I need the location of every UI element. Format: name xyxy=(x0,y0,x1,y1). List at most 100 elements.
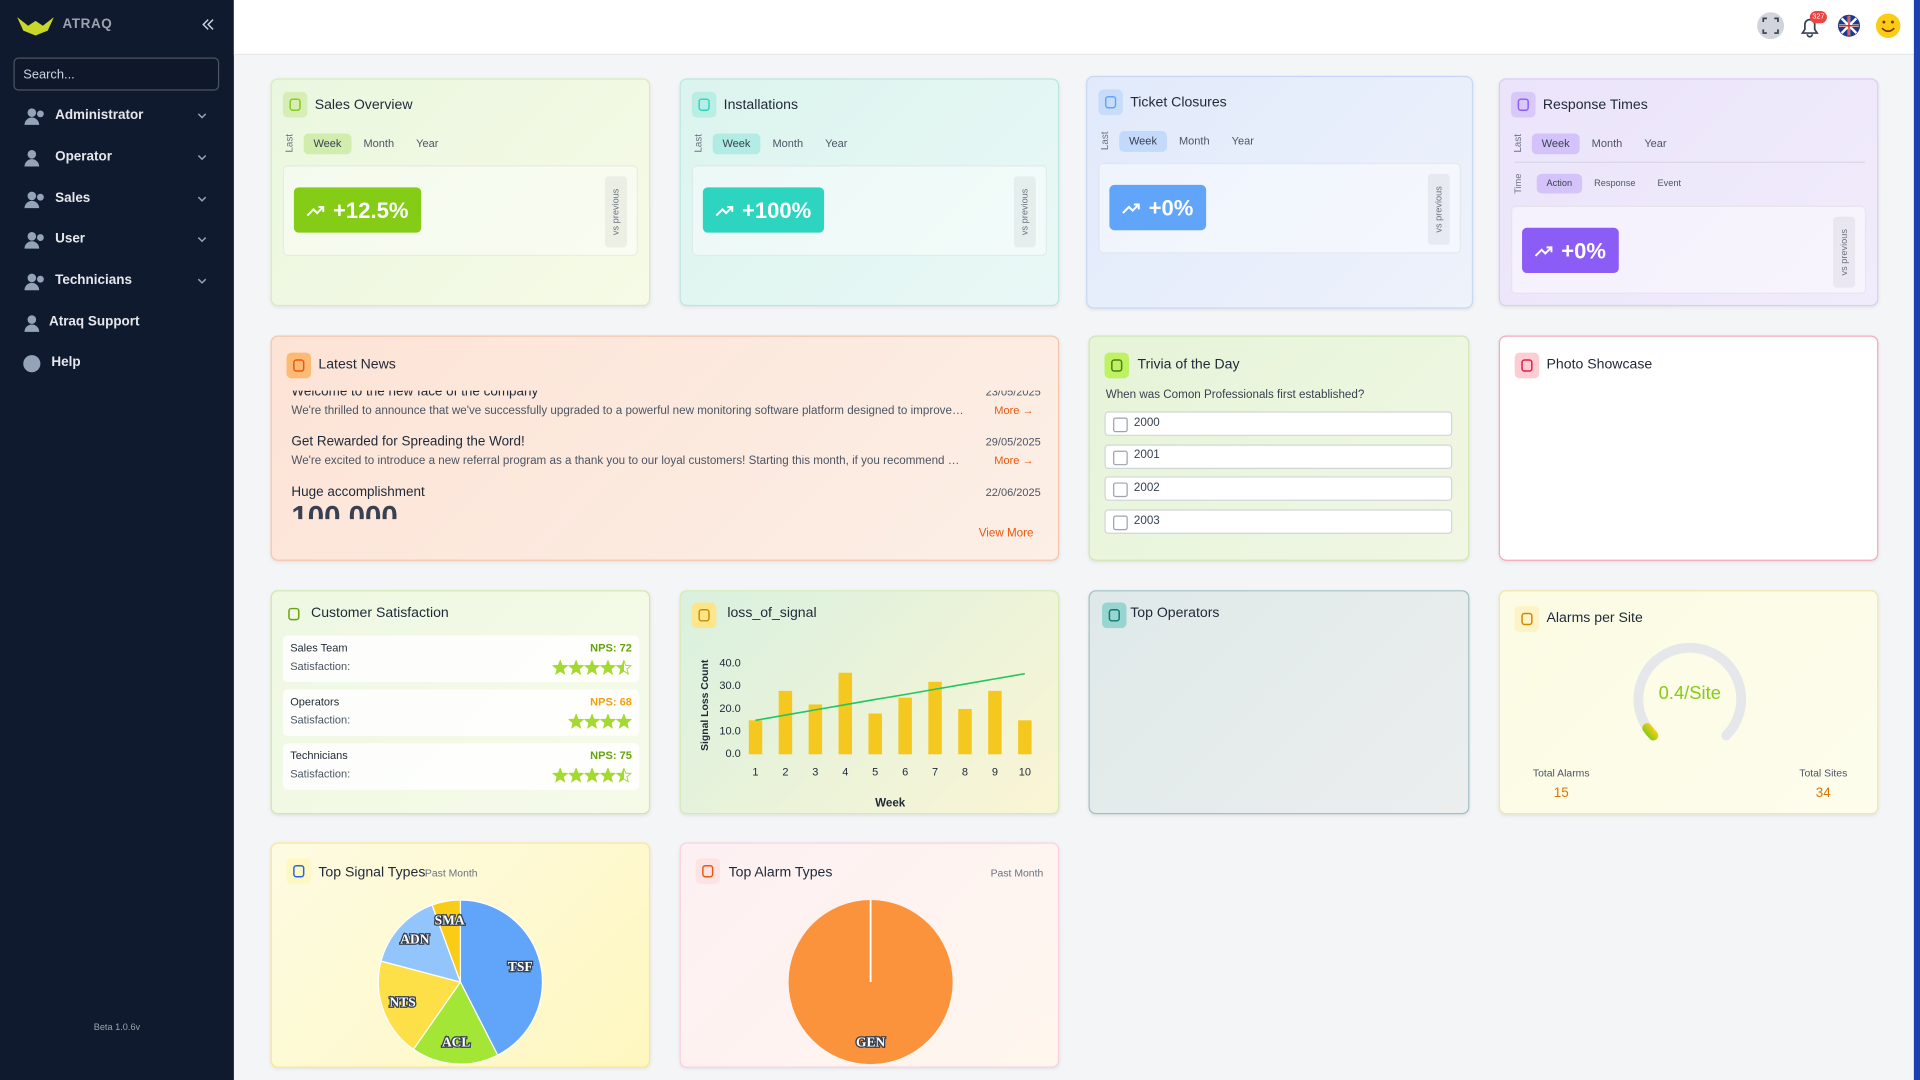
tab[interactable]: Month xyxy=(1178,134,1210,147)
menu-item[interactable]: Atraq Support xyxy=(0,310,234,337)
star xyxy=(552,767,569,783)
tab[interactable]: Month xyxy=(1591,136,1623,149)
satisfaction-label: Satisfaction: xyxy=(290,713,351,727)
kpi-box: +100% vs previous xyxy=(691,165,1047,256)
y-tick-label: 10.0 xyxy=(719,726,740,738)
card-icon xyxy=(286,858,312,885)
trivia-option[interactable]: 2003 xyxy=(1104,509,1453,534)
icon-glyph xyxy=(698,609,710,622)
tab[interactable]: Year xyxy=(416,136,439,149)
bar xyxy=(838,672,853,755)
card-title: Customer Satisfaction xyxy=(311,605,449,621)
tab-group: Week Month Year xyxy=(1531,132,1677,154)
menu-item[interactable]: Technicians xyxy=(0,268,234,295)
icon-head2 xyxy=(36,110,44,118)
search-box[interactable]: Search... xyxy=(13,57,220,91)
view-more[interactable]: View More xyxy=(978,526,1034,540)
bar xyxy=(958,708,972,755)
trend-icon xyxy=(1122,202,1140,214)
collapse-button[interactable] xyxy=(201,17,216,32)
checkbox xyxy=(1113,417,1128,433)
sidebar: ATRAQ Search... Administrator Operator Sal… xyxy=(0,0,234,1080)
bar-chart-card: loss_of_signal 0.0 10.0 20.0 30.0 40.0 1 2 3 4 5 6 7… xyxy=(679,590,1060,815)
card-title: Sales Overview xyxy=(314,97,413,113)
chevron xyxy=(197,237,207,243)
tab[interactable]: Week xyxy=(712,132,761,154)
tab[interactable]: Year xyxy=(1231,134,1254,147)
bar xyxy=(778,690,793,755)
user-avatar[interactable] xyxy=(1875,13,1901,38)
trivia-option[interactable]: 2002 xyxy=(1104,476,1453,502)
star xyxy=(583,713,601,729)
star xyxy=(615,660,632,675)
news-list: Welcome to the new face of the company 23… xyxy=(272,390,1058,520)
pie-slice xyxy=(377,960,462,1051)
icon-svg xyxy=(1521,359,1533,372)
pie-card: Top Signal Types Past Month TSF ACL NTS ADN SM… xyxy=(270,842,651,1068)
trend-line xyxy=(755,672,1025,722)
tab[interactable]: Week xyxy=(1531,132,1580,154)
kpi-pill: +100% xyxy=(702,187,824,233)
tab[interactable]: Action xyxy=(1536,174,1582,194)
menu-icon xyxy=(23,355,41,373)
star xyxy=(599,767,617,783)
trivia-option[interactable]: 2000 xyxy=(1104,411,1453,436)
bar xyxy=(1018,720,1032,755)
tab[interactable]: Year xyxy=(825,136,848,149)
news-title: Get Rewarded for Spreading the Word! xyxy=(291,434,525,450)
x-tick-label: 8 xyxy=(962,767,968,779)
menu-item[interactable]: User xyxy=(0,227,234,254)
checkbox xyxy=(1113,515,1128,531)
x-tick-label: 9 xyxy=(992,767,998,779)
x-tick-label: 5 xyxy=(872,767,878,779)
tab[interactable]: Month xyxy=(772,136,804,149)
icon-body xyxy=(24,117,40,125)
icon-glyph xyxy=(1108,609,1120,622)
icon-glyph xyxy=(288,607,300,621)
kpi-pill: +0% xyxy=(1522,227,1619,274)
total-sites-label: Total Sites xyxy=(1799,766,1848,780)
comparison-pill: vs previous xyxy=(1013,176,1036,248)
card-title: Top Signal Types xyxy=(318,865,426,881)
fullscreen-button[interactable] xyxy=(1757,12,1785,40)
tab[interactable]: Year xyxy=(1644,136,1667,149)
y-axis-title: Signal Loss Count xyxy=(700,659,711,751)
operators-card: Top Operators xyxy=(1088,590,1470,815)
x-axis-title: Week xyxy=(875,796,906,809)
gauge-card: Alarms per Site 0.4/Site Total Alarms 15 Tot… xyxy=(1498,590,1879,815)
tab[interactable]: Event xyxy=(1657,177,1682,189)
menu-label: Operator xyxy=(55,149,113,165)
news-title: Welcome to the new face of the company xyxy=(291,390,539,400)
menu-item[interactable]: Help xyxy=(0,350,234,377)
news-more[interactable]: More → xyxy=(994,404,1034,417)
trivia-option[interactable]: 2001 xyxy=(1104,444,1453,469)
tab[interactable]: Response xyxy=(1594,177,1636,189)
chevron-path xyxy=(197,237,207,243)
news-more[interactable]: More → xyxy=(994,454,1034,467)
comparison-pill: vs previous xyxy=(1427,173,1450,245)
satisfaction-row: Sales Team Satisfaction: NPS: 72 xyxy=(282,635,640,683)
menu-item[interactable]: Sales xyxy=(0,186,234,213)
icon-body xyxy=(24,159,40,167)
icon-help xyxy=(23,355,41,373)
tab[interactable]: Week xyxy=(1119,130,1167,152)
menu-icon xyxy=(24,191,44,209)
nps: NPS: 72 xyxy=(590,641,632,654)
tab[interactable]: Week xyxy=(303,132,352,154)
satisfaction-label: Satisfaction: xyxy=(290,660,351,673)
logo xyxy=(17,17,54,36)
menu-item[interactable]: Administrator xyxy=(0,103,234,130)
menu-item[interactable]: Operator xyxy=(0,144,234,171)
card-subtitle: Past Month xyxy=(990,867,1044,880)
option-label: 2000 xyxy=(1133,416,1160,430)
fullscreen-icon xyxy=(1762,17,1779,34)
menu-label: Technicians xyxy=(55,272,132,288)
pie-card: Top Alarm Types Past Month GEN xyxy=(679,842,1060,1068)
icon-body xyxy=(24,324,40,332)
star xyxy=(599,713,617,729)
slice-label: GEN xyxy=(856,1035,885,1050)
gauge: 0.4/Site xyxy=(1633,642,1747,741)
news-title: Huge accomplishment xyxy=(291,484,425,500)
tab[interactable]: Month xyxy=(363,136,395,149)
search-placeholder: Search... xyxy=(23,67,75,83)
